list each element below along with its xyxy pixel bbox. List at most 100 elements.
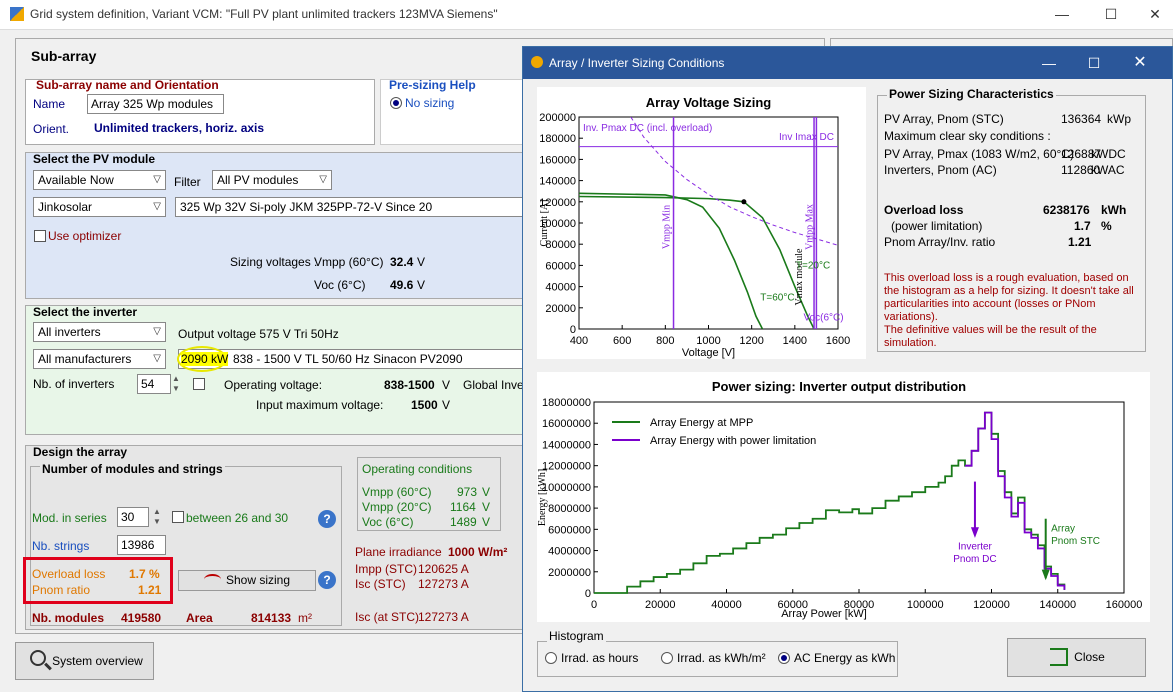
isc-at-label: Isc (at STC)	[355, 610, 420, 624]
mod-series-label: Mod. in series	[32, 511, 107, 525]
dialog-minimize-button[interactable]: —	[1042, 55, 1056, 71]
y-tick-label: 4000000	[548, 546, 591, 558]
design-title: Design the array	[33, 445, 128, 459]
nb-strings-label: Nb. strings	[32, 539, 90, 553]
op-vmpp20-value: 1164	[450, 500, 476, 514]
pnom-ratio-value: 1.21	[138, 583, 162, 597]
pv-pnom-value: 136364	[1061, 112, 1102, 126]
module-manufacturer-dropdown[interactable]: Jinkosolar ▽	[33, 197, 166, 217]
pv-pmax-label: PV Array, Pmax (1083 W/m2, 60°C)	[884, 147, 1074, 161]
inverter-manufacturer-value: All manufacturers	[38, 352, 132, 366]
characteristics-title: Power Sizing Characteristics	[887, 87, 1056, 101]
nb-inverters-input[interactable]: 54	[137, 374, 171, 394]
op-voc6-value: 1489	[450, 515, 477, 529]
y-tick-label: 180000	[539, 133, 576, 145]
area-label: Area	[186, 611, 213, 625]
array-pnom-arrowhead	[1041, 569, 1050, 581]
overload-loss-label: Overload loss	[884, 203, 964, 217]
availability-dropdown[interactable]: Available Now ▽	[33, 170, 166, 190]
input-max-voltage-value: 1500	[411, 398, 438, 412]
optimizer-checkbox[interactable]	[34, 230, 46, 242]
orient-value[interactable]: Unlimited trackers, horiz. axis	[94, 121, 265, 135]
close-button-label: Close	[1074, 650, 1105, 664]
vmpp-unit: V	[417, 255, 426, 269]
pv-module-title: Select the PV module	[33, 152, 156, 166]
imax-annotation: Inv Imax DC	[779, 132, 834, 143]
area-value: 814133	[251, 611, 292, 625]
t60-annotation: T=60°C	[760, 292, 794, 303]
dialog-close-button[interactable]: ✕	[1133, 54, 1147, 71]
search-icon	[30, 650, 46, 666]
system-overview-label: System overview	[52, 654, 143, 668]
nb-modules-label: Nb. modules	[32, 611, 105, 625]
operating-conditions-box	[357, 457, 501, 531]
input-max-voltage-unit: V	[442, 398, 451, 412]
voc-value: 49.6	[390, 278, 414, 292]
vmpp-min-annotation: Vmpp Min	[662, 205, 673, 249]
dialog-maximize-button[interactable]: ☐	[1087, 55, 1101, 71]
sizing-voltages-label: Sizing voltages :	[230, 255, 318, 269]
operating-voltage-value: 838-1500	[384, 378, 435, 392]
pv-pnom-unit: kWp	[1107, 112, 1131, 126]
inverter-title: Select the inverter	[33, 305, 138, 319]
maximize-button[interactable]: ☐	[1104, 6, 1118, 22]
series-line	[579, 192, 764, 329]
y-tick-label: 60000	[545, 260, 576, 272]
irrad-hours-radio[interactable]	[545, 652, 557, 664]
close-window-button[interactable]: ✕	[1149, 6, 1161, 22]
series-line	[965, 411, 1066, 590]
ac-energy-radio[interactable]	[778, 652, 790, 664]
x-axis-label: Array Power [kW]	[781, 608, 867, 620]
x-tick-label: 140000	[1039, 599, 1076, 611]
nb-strings-input[interactable]: 13986	[117, 535, 166, 555]
op-voc6-unit: V	[482, 515, 491, 529]
y-tick-label: 0	[570, 324, 576, 336]
inverter-filter-dropdown[interactable]: All inverters ▽	[33, 322, 166, 342]
input-max-voltage-label: Input maximum voltage:	[256, 398, 384, 412]
module-model-value: 325 Wp 32V Si-poly JKM 325PP-72-V Since …	[180, 200, 433, 214]
dialog-app-icon	[531, 56, 543, 68]
overload-loss-label: Overload loss	[32, 567, 106, 581]
irrad-kwh-radio[interactable]	[661, 652, 673, 664]
between-checkbox[interactable]	[172, 511, 184, 523]
x-tick-label: 1200	[739, 335, 763, 347]
minimize-button[interactable]: —	[1055, 6, 1069, 22]
inv-pnom-unit: kWAC	[1091, 163, 1125, 177]
inverter-filter-value: All inverters	[38, 325, 101, 339]
op-vmpp20-unit: V	[482, 500, 491, 514]
power-limitation-label: (power limitation)	[891, 219, 983, 233]
chevron-down-icon: ▽	[153, 201, 161, 212]
y-tick-label: 120000	[539, 197, 576, 209]
module-manufacturer-value: Jinkosolar	[38, 200, 93, 214]
power-chart-panel: Power sizing: Inverter output distributi…	[537, 372, 1150, 622]
filter-dropdown[interactable]: All PV modules ▽	[212, 170, 332, 190]
x-tick-label: 1000	[696, 335, 720, 347]
nb-inverters-spinner[interactable]: ▲ ▼	[172, 374, 180, 393]
impp-label: Impp (STC)	[355, 562, 418, 576]
help-icon[interactable]: ?	[318, 510, 336, 528]
mod-series-input[interactable]: 30	[117, 507, 149, 527]
modules-strings-title: Number of modules and strings	[40, 462, 225, 476]
close-button[interactable]: Close	[1007, 638, 1146, 677]
irrad-hours-label: Irrad. as hours	[561, 651, 639, 665]
inverter-manufacturer-dropdown[interactable]: All manufacturers ▽	[33, 349, 166, 369]
no-sizing-label: No sizing	[405, 96, 455, 110]
module-model-dropdown[interactable]: 325 Wp 32V Si-poly JKM 325PP-72-V Since …	[175, 197, 523, 217]
x-tick-label: 0	[591, 599, 597, 611]
inverter-checkbox[interactable]	[193, 378, 205, 390]
inverter-power-value: 2090 kW	[181, 352, 229, 366]
no-sizing-radio[interactable]	[390, 97, 402, 109]
help-icon[interactable]: ?	[318, 571, 336, 589]
subarray-name-input[interactable]: Array 325 Wp modules	[87, 94, 224, 114]
y-tick-label: 2000000	[548, 567, 591, 579]
inverter-pnom-arrowhead	[970, 527, 979, 538]
mod-series-spinner[interactable]: ▲ ▼	[153, 507, 161, 526]
impp-value: 120625 A	[418, 562, 469, 576]
plane-irradiance-label: Plane irradiance	[355, 545, 442, 559]
dialog-title: Array / Inverter Sizing Conditions	[549, 56, 725, 70]
overload-loss-unit: kWh	[1101, 203, 1127, 217]
y-tick-label: 6000000	[548, 524, 591, 536]
optimizer-label: Use optimizer	[48, 229, 122, 243]
show-sizing-button[interactable]: Show sizing	[178, 570, 316, 591]
y-tick-label: 8000000	[548, 503, 591, 515]
